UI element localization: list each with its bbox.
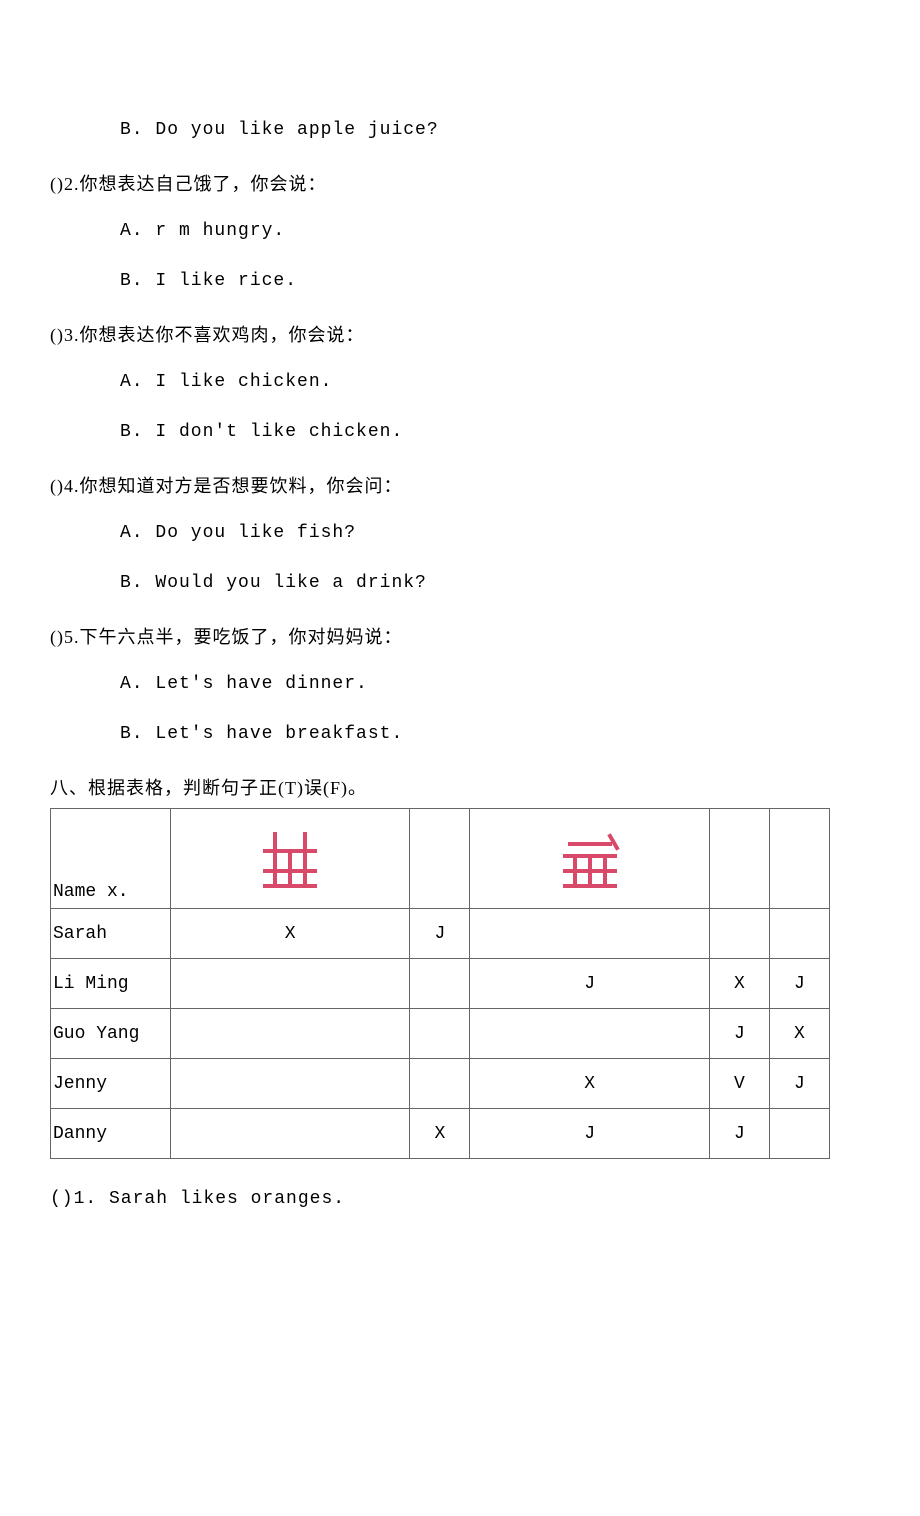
table-row: SarahXJ bbox=[51, 909, 830, 959]
data-cell: J bbox=[769, 1059, 829, 1109]
question-5: ()5.下午六点半，要吃饭了，你对妈妈说： A. Let's have dinn… bbox=[50, 623, 870, 744]
q2-option-a: A. r m hungry. bbox=[120, 221, 870, 241]
data-cell: X bbox=[470, 1059, 709, 1109]
character-icon-2 bbox=[555, 826, 625, 896]
q1-option-b: B. Do you like apple juice? bbox=[120, 120, 870, 140]
data-cell bbox=[171, 1059, 410, 1109]
data-cell: X bbox=[410, 1109, 470, 1159]
data-cell bbox=[410, 1059, 470, 1109]
data-cell bbox=[470, 909, 709, 959]
question-2: ()2.你想表达自己饿了，你会说： A. r m hungry. B. I li… bbox=[50, 170, 870, 291]
data-cell: J bbox=[769, 959, 829, 1009]
table-row: DannyXJJ bbox=[51, 1109, 830, 1159]
data-cell: V bbox=[709, 1059, 769, 1109]
q3-option-b: B. I don't like chicken. bbox=[120, 422, 870, 442]
name-cell: Danny bbox=[51, 1109, 171, 1159]
data-cell bbox=[769, 1109, 829, 1159]
q2-option-b: B. I like rice. bbox=[120, 271, 870, 291]
name-cell: Jenny bbox=[51, 1059, 171, 1109]
data-cell: X bbox=[171, 909, 410, 959]
section8-q1: ()1. Sarah likes oranges. bbox=[50, 1189, 870, 1209]
data-cell: J bbox=[470, 1109, 709, 1159]
section-8-header: 八、根据表格，判断句子正(T)误(F)。 bbox=[50, 774, 870, 800]
data-cell bbox=[769, 909, 829, 959]
question-3: ()3.你想表达你不喜欢鸡肉，你会说： A. I like chicken. B… bbox=[50, 321, 870, 442]
q5-option-a: A. Let's have dinner. bbox=[120, 674, 870, 694]
col-1-icon bbox=[171, 809, 410, 909]
question-1-partial: B. Do you like apple juice? bbox=[50, 120, 870, 140]
col-5-empty bbox=[769, 809, 829, 909]
col-3-icon bbox=[470, 809, 709, 909]
q4-prompt: ()4.你想知道对方是否想要饮料，你会问： bbox=[50, 472, 870, 498]
data-cell bbox=[171, 1009, 410, 1059]
col-4-empty bbox=[709, 809, 769, 909]
data-cell bbox=[171, 959, 410, 1009]
data-cell bbox=[709, 909, 769, 959]
data-cell: X bbox=[769, 1009, 829, 1059]
data-cell bbox=[171, 1109, 410, 1159]
name-cell: Li Ming bbox=[51, 959, 171, 1009]
preference-table: Name x. bbox=[50, 808, 830, 1159]
table-row: Jenny XVJ bbox=[51, 1059, 830, 1109]
character-icon-1 bbox=[255, 826, 325, 896]
data-cell: J bbox=[470, 959, 709, 1009]
data-cell: X bbox=[709, 959, 769, 1009]
name-cell: Guo Yang bbox=[51, 1009, 171, 1059]
name-header: Name x. bbox=[51, 809, 171, 909]
table-header-row: Name x. bbox=[51, 809, 830, 909]
question-4: ()4.你想知道对方是否想要饮料，你会问： A. Do you like fis… bbox=[50, 472, 870, 593]
q2-prompt: ()2.你想表达自己饿了，你会说： bbox=[50, 170, 870, 196]
data-cell: J bbox=[410, 909, 470, 959]
col-2-empty bbox=[410, 809, 470, 909]
table-row: Guo Yang JX bbox=[51, 1009, 830, 1059]
data-cell bbox=[470, 1009, 709, 1059]
q5-option-b: B. Let's have breakfast. bbox=[120, 724, 870, 744]
q5-prompt: ()5.下午六点半，要吃饭了，你对妈妈说： bbox=[50, 623, 870, 649]
data-cell bbox=[410, 1009, 470, 1059]
q3-prompt: ()3.你想表达你不喜欢鸡肉，你会说： bbox=[50, 321, 870, 347]
q4-option-a: A. Do you like fish? bbox=[120, 523, 870, 543]
table-row: Li Ming JXJ bbox=[51, 959, 830, 1009]
data-cell bbox=[410, 959, 470, 1009]
q4-option-b: B. Would you like a drink? bbox=[120, 573, 870, 593]
table-body: SarahXJLi MingJXJGuo YangJXJennyXVJDanny… bbox=[51, 909, 830, 1159]
q3-option-a: A. I like chicken. bbox=[120, 372, 870, 392]
data-cell: J bbox=[709, 1109, 769, 1159]
name-cell: Sarah bbox=[51, 909, 171, 959]
data-cell: J bbox=[709, 1009, 769, 1059]
